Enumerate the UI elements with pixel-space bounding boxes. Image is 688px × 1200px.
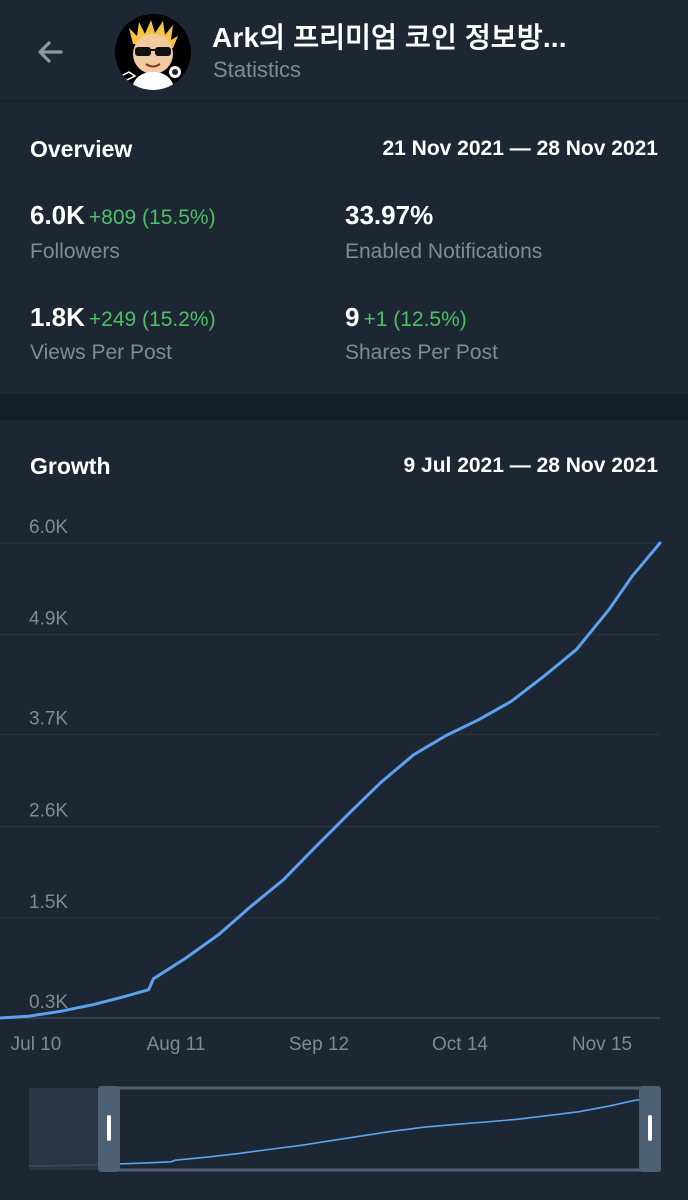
overview-date-range: 21 Nov 2021 — 28 Nov 2021 [382, 137, 658, 160]
stat-value: 33.97% [345, 200, 434, 230]
arrow-left-icon [38, 41, 63, 63]
stat-delta: +809 (15.5%) [88, 206, 216, 229]
stat-label: Shares Per Post [345, 341, 498, 364]
back-button[interactable] [26, 28, 74, 76]
stat-label: Followers [30, 240, 120, 263]
header-divider [0, 100, 688, 102]
stat-label: Enabled Notifications [345, 240, 543, 263]
stat-value: 9 [345, 302, 360, 332]
growth-title: Growth [30, 453, 111, 479]
app-header: Ark의 프리미엄 코인 정보방... Statistics [0, 0, 688, 100]
channel-avatar-icon [115, 14, 191, 90]
stat-label: Views Per Post [30, 341, 173, 364]
overview-section: Overview 21 Nov 2021 — 28 Nov 2021 6.0K +… [0, 102, 688, 394]
channel-title: Ark의 프리미엄 코인 정보방... [212, 22, 567, 53]
overview-title: Overview [30, 136, 133, 162]
shares-per-post-stat: 9 +1 (12.5%) [345, 302, 467, 333]
views-per-post-stat: 1.8K +249 (15.2%) [30, 302, 216, 333]
page-subtitle: Statistics [213, 57, 302, 82]
channel-avatar[interactable] [115, 14, 191, 90]
stat-value: 1.8K [30, 302, 85, 332]
stat-delta: +1 (12.5%) [363, 308, 467, 331]
stat-value: 6.0K [30, 200, 85, 230]
notifications-stat: 33.97% [345, 200, 433, 231]
followers-stat: 6.0K +809 (15.5%) [30, 200, 216, 231]
growth-section: Growth 9 Jul 2021 — 28 Nov 2021 [0, 420, 688, 1200]
section-divider [0, 394, 688, 420]
stat-delta: +249 (15.2%) [88, 308, 216, 331]
growth-date-range: 9 Jul 2021 — 28 Nov 2021 [403, 454, 659, 477]
